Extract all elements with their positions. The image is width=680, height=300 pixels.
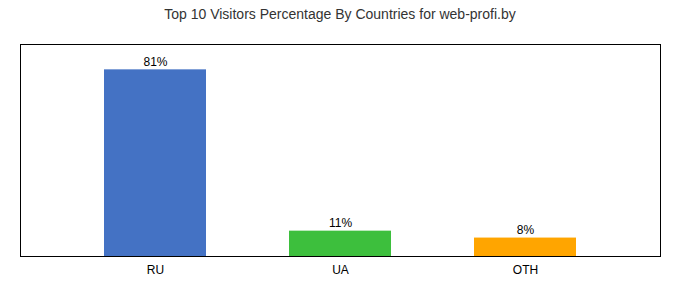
svg-text:81%: 81% [143, 55, 167, 69]
svg-text:UA: UA [332, 263, 349, 277]
svg-text:8%: 8% [517, 223, 535, 237]
svg-text:11%: 11% [329, 216, 352, 230]
svg-text:OTH: OTH [513, 263, 538, 277]
svg-text:RU: RU [147, 263, 164, 277]
html-text:Top 10 Visitors Percentage By: Top 10 Visitors Percentage By Countries … [164, 6, 516, 22]
